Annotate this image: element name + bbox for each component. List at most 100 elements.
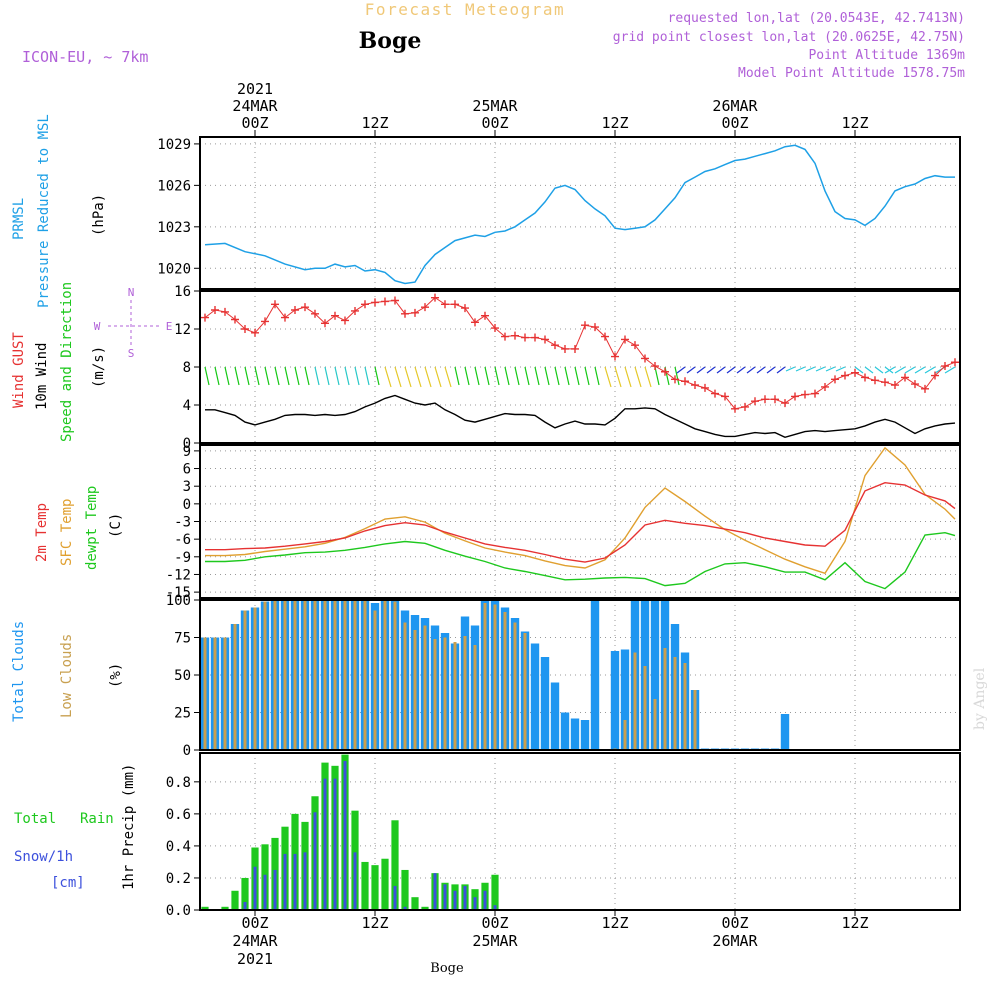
low-cloud-bar xyxy=(463,636,467,750)
ytick-label: 100 xyxy=(166,593,191,609)
snow-bar xyxy=(283,853,287,910)
low-cloud-bar xyxy=(693,690,697,750)
rain-bar xyxy=(381,858,389,910)
wind-arrow xyxy=(584,366,590,386)
low-cloud-bar xyxy=(653,699,657,750)
dewpt-line xyxy=(205,531,956,590)
gust-point xyxy=(411,308,419,317)
wind10-label: 10m Wind xyxy=(34,343,50,410)
compass-rose: N W E S xyxy=(94,286,173,360)
credit-watermark: by Angel xyxy=(972,667,988,730)
wind-arrow xyxy=(294,366,300,386)
gust-point xyxy=(451,300,459,309)
total-clouds-label: Total Clouds xyxy=(11,621,27,722)
pressure-unit: (hPa) xyxy=(91,194,107,236)
gust-point xyxy=(771,395,779,404)
wind-arrow xyxy=(594,366,600,386)
wind-arrow xyxy=(854,366,864,374)
low-cloud-bar xyxy=(203,637,207,750)
gust-point xyxy=(311,309,319,318)
gust-point xyxy=(401,309,409,318)
gust-point xyxy=(321,319,329,328)
bottom-time-label: 12Z xyxy=(841,914,868,932)
wind-arrow xyxy=(924,366,936,374)
gust-point xyxy=(801,390,809,399)
wind-arrow xyxy=(815,366,826,372)
pressure-panel-labels: PRMSL Pressure Reduced to MSL (hPa) xyxy=(11,114,107,308)
snow-bar xyxy=(263,874,267,910)
wind-arrow xyxy=(204,366,210,386)
wind-arrow xyxy=(284,366,290,386)
temp-panel-border xyxy=(199,444,961,599)
footer-location: Boge xyxy=(430,961,464,976)
gust-point xyxy=(581,321,589,330)
wind-arrow xyxy=(534,366,540,386)
wind-arrow xyxy=(634,366,642,388)
gust-point xyxy=(731,404,739,413)
pressure-line xyxy=(204,144,955,285)
wind-arrow xyxy=(224,366,230,386)
ytick-label: 0.0 xyxy=(166,903,191,919)
ytick-label: -15 xyxy=(166,585,191,601)
snow-bar xyxy=(333,778,337,910)
gust-point xyxy=(591,323,599,332)
rain-bar xyxy=(391,820,399,910)
gust-point xyxy=(861,373,869,382)
precip-ylabel: 1hr Precip (mm) xyxy=(121,764,137,890)
ytick-label: 0.6 xyxy=(166,807,191,823)
gust-point xyxy=(481,311,489,320)
snow-bar xyxy=(273,869,277,910)
gust-point xyxy=(211,306,219,314)
top-time-label: 26MAR xyxy=(712,97,758,115)
top-time-label: 2021 xyxy=(237,80,273,98)
low-clouds-label: Low Clouds xyxy=(59,634,75,718)
ytick-label: 1029 xyxy=(157,137,191,153)
gust-point xyxy=(941,362,949,371)
t2m-label: 2m Temp xyxy=(34,503,50,562)
total-cloud-bar xyxy=(560,712,570,750)
top-time-label: 24MAR xyxy=(232,97,278,115)
wind-arrow xyxy=(825,366,836,372)
wind-arrow xyxy=(795,366,806,372)
bottom-time-label: 12Z xyxy=(601,914,628,932)
wind-arrow xyxy=(624,366,632,388)
wind-arrow xyxy=(234,366,240,386)
gust-point xyxy=(901,373,909,382)
snow-bar xyxy=(433,873,437,910)
bottom-time-label: 00Z xyxy=(241,914,268,932)
wind-arrow xyxy=(894,366,906,374)
rain-bar xyxy=(411,897,419,910)
low-cloud-bar xyxy=(423,625,427,750)
gust-point xyxy=(221,307,229,316)
rain-bar xyxy=(361,861,369,910)
gust-point xyxy=(821,382,829,391)
wind-arrow xyxy=(574,366,580,386)
total-cloud-bar xyxy=(530,643,540,750)
ytick-label: 0.8 xyxy=(166,775,191,791)
gust-point xyxy=(521,333,529,342)
wind-gust-label: Wind GUST xyxy=(11,332,27,408)
wind-arrow xyxy=(884,366,896,374)
gust-point xyxy=(541,335,549,344)
sfc-temp-line xyxy=(205,446,956,575)
snow-bar xyxy=(303,852,307,910)
compass-n: N xyxy=(128,286,135,299)
gust-point xyxy=(871,376,879,385)
snow-bar xyxy=(463,885,467,910)
wind-arrow xyxy=(785,366,796,372)
low-cloud-bar xyxy=(633,652,637,750)
gust-point xyxy=(381,297,389,306)
gust-point xyxy=(711,389,719,398)
ytick-label: 12 xyxy=(174,322,191,338)
gust-point xyxy=(441,300,449,309)
gust-point xyxy=(621,335,629,344)
top-time-label: 00Z xyxy=(241,114,268,132)
point-altitude: Point Altitude 1369m xyxy=(808,48,965,63)
bottom-time-label: 24MAR xyxy=(232,932,278,950)
total-cloud-bar xyxy=(590,600,600,750)
gust-point xyxy=(931,371,939,380)
bottom-time-label: 25MAR xyxy=(472,932,518,950)
gust-point xyxy=(631,341,639,350)
wind-arrow xyxy=(254,366,260,386)
